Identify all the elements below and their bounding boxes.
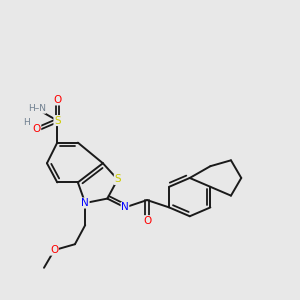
Text: N: N — [81, 198, 89, 208]
Text: O: O — [50, 245, 58, 255]
Text: O: O — [143, 216, 151, 226]
Text: S: S — [54, 116, 61, 126]
Text: S: S — [114, 174, 121, 184]
Text: O: O — [32, 124, 41, 134]
Text: H–N: H–N — [28, 104, 46, 113]
Text: O: O — [53, 95, 61, 105]
Text: H: H — [23, 118, 30, 127]
Text: N: N — [121, 202, 129, 212]
